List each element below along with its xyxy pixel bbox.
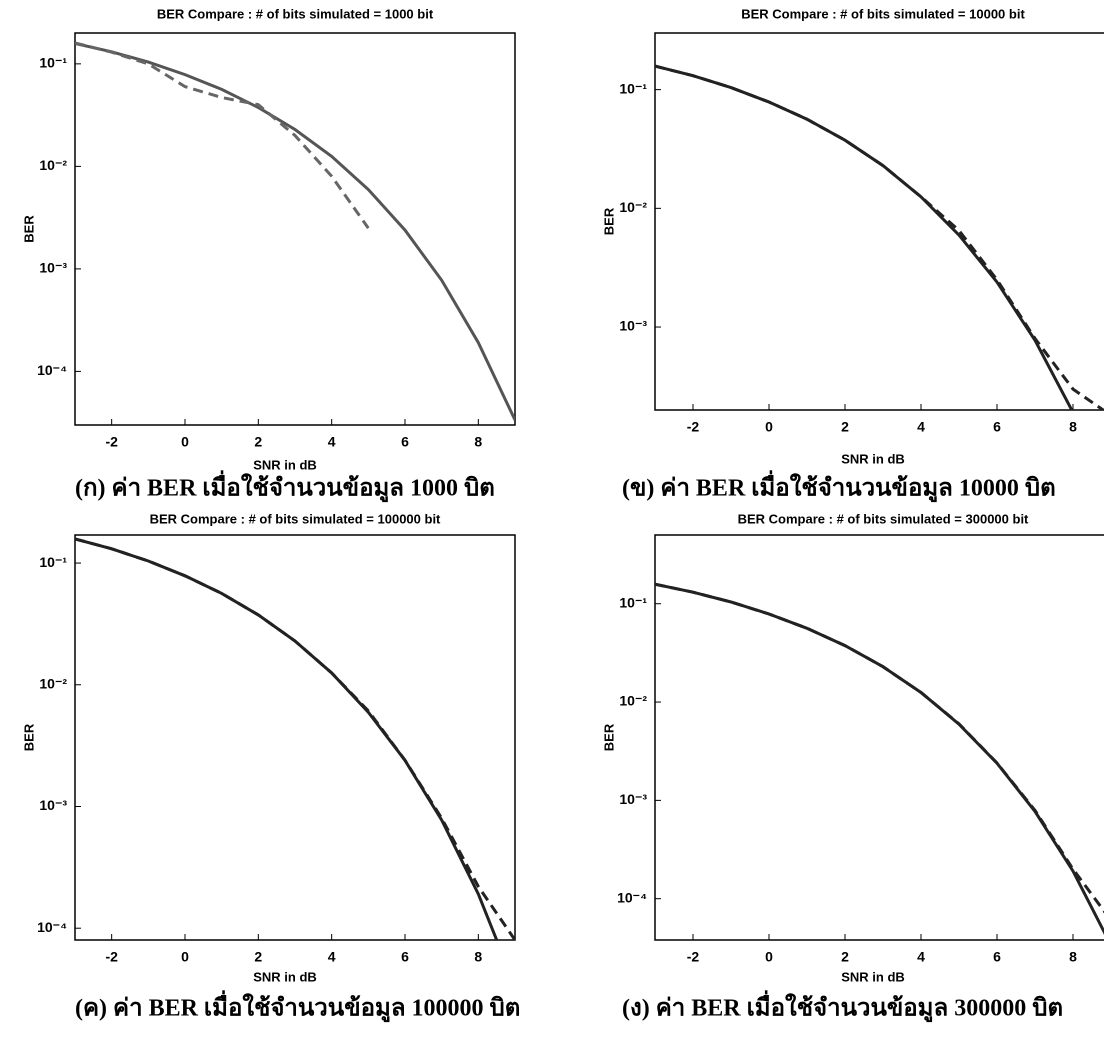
plot-frame [654,32,1104,411]
x-tick-label: 8 [1069,949,1077,965]
y-tick-label: 10⁻³ [39,797,67,813]
x-tick-label: 6 [993,419,1001,435]
x-tick-label: -2 [105,949,118,965]
x-tick-label: 4 [917,949,925,965]
x-tick-label: 0 [181,949,189,965]
data-line [655,582,1104,935]
plot-frame [654,534,1104,941]
chart-title: BER Compare : # of bits simulated = 1000… [157,6,434,21]
x-tick-label: 4 [328,949,336,965]
x-tick-label: 8 [474,949,482,965]
x-tick-label: 0 [181,434,189,450]
x-tick-label: 4 [917,419,925,435]
x-tick-label: 2 [841,949,849,965]
x-tick-label: 8 [1069,419,1077,435]
y-tick-label: 10⁻¹ [619,80,647,96]
x-tick-label: 6 [401,434,409,450]
x-axis-label: SNR in dB [253,457,317,472]
plot-frame [74,32,516,426]
y-tick-label: 10⁻² [39,675,67,691]
y-axis-label: BER [21,723,36,751]
y-tick-label: 10⁻¹ [619,594,647,610]
x-tick-label: 6 [993,949,1001,965]
caption: (ค) ค่า BER เมื่อใช้จำนวนข้อมูล 100000 บ… [75,990,520,1023]
plot-area [75,537,515,940]
y-tick-label: 10⁻³ [619,791,647,807]
y-axis-label: BER [601,723,616,751]
y-tick-label: 10⁻² [619,693,647,709]
chart-title: BER Compare : # of bits simulated = 3000… [738,511,1029,526]
data-line [75,537,515,940]
x-axis-label: SNR in dB [841,451,905,466]
x-tick-label: 6 [401,949,409,965]
data-line [655,582,1104,914]
x-tick-label: 2 [841,419,849,435]
x-axis-label: SNR in dB [841,969,905,984]
data-line [75,42,515,421]
y-tick-label: 10⁻² [619,199,647,215]
plot-area [655,582,1104,935]
data-line [75,537,499,940]
data-line [75,41,370,229]
y-tick-label: 10⁻³ [619,318,647,334]
x-tick-label: -2 [687,419,700,435]
x-tick-label: 0 [765,949,773,965]
plot-area [655,64,1104,410]
y-tick-label: 10⁻¹ [39,55,67,71]
y-axis-label: BER [21,215,36,243]
x-tick-label: 0 [765,419,773,435]
y-axis-label: BER [601,207,616,235]
y-tick-label: 10⁻¹ [39,554,67,570]
data-line [655,64,1074,410]
caption: (ก) ค่า BER เมื่อใช้จำนวนข้อมูล 1000 บิต [75,470,495,503]
plot-area [75,41,515,421]
y-tick-label: 10⁻⁴ [37,362,67,378]
x-tick-label: -2 [105,434,118,450]
x-tick-label: -2 [687,949,700,965]
y-tick-label: 10⁻² [39,157,67,173]
x-tick-label: 8 [474,434,482,450]
y-tick-label: 10⁻⁴ [37,919,67,935]
y-tick-label: 10⁻³ [39,260,67,276]
x-tick-label: 4 [328,434,336,450]
y-tick-label: 10⁻⁴ [617,889,647,905]
x-tick-label: 2 [254,434,262,450]
chart-title: BER Compare : # of bits simulated = 1000… [150,511,441,526]
caption: (ข) ค่า BER เมื่อใช้จำนวนข้อมูล 10000 บิ… [622,470,1056,503]
plot-frame [74,534,516,941]
x-axis-label: SNR in dB [253,969,317,984]
x-tick-label: 2 [254,949,262,965]
data-line [655,64,1104,410]
caption: (ง) ค่า BER เมื่อใช้จำนวนข้อมูล 300000 บ… [622,990,1063,1023]
chart-title: BER Compare : # of bits simulated = 1000… [741,6,1025,21]
